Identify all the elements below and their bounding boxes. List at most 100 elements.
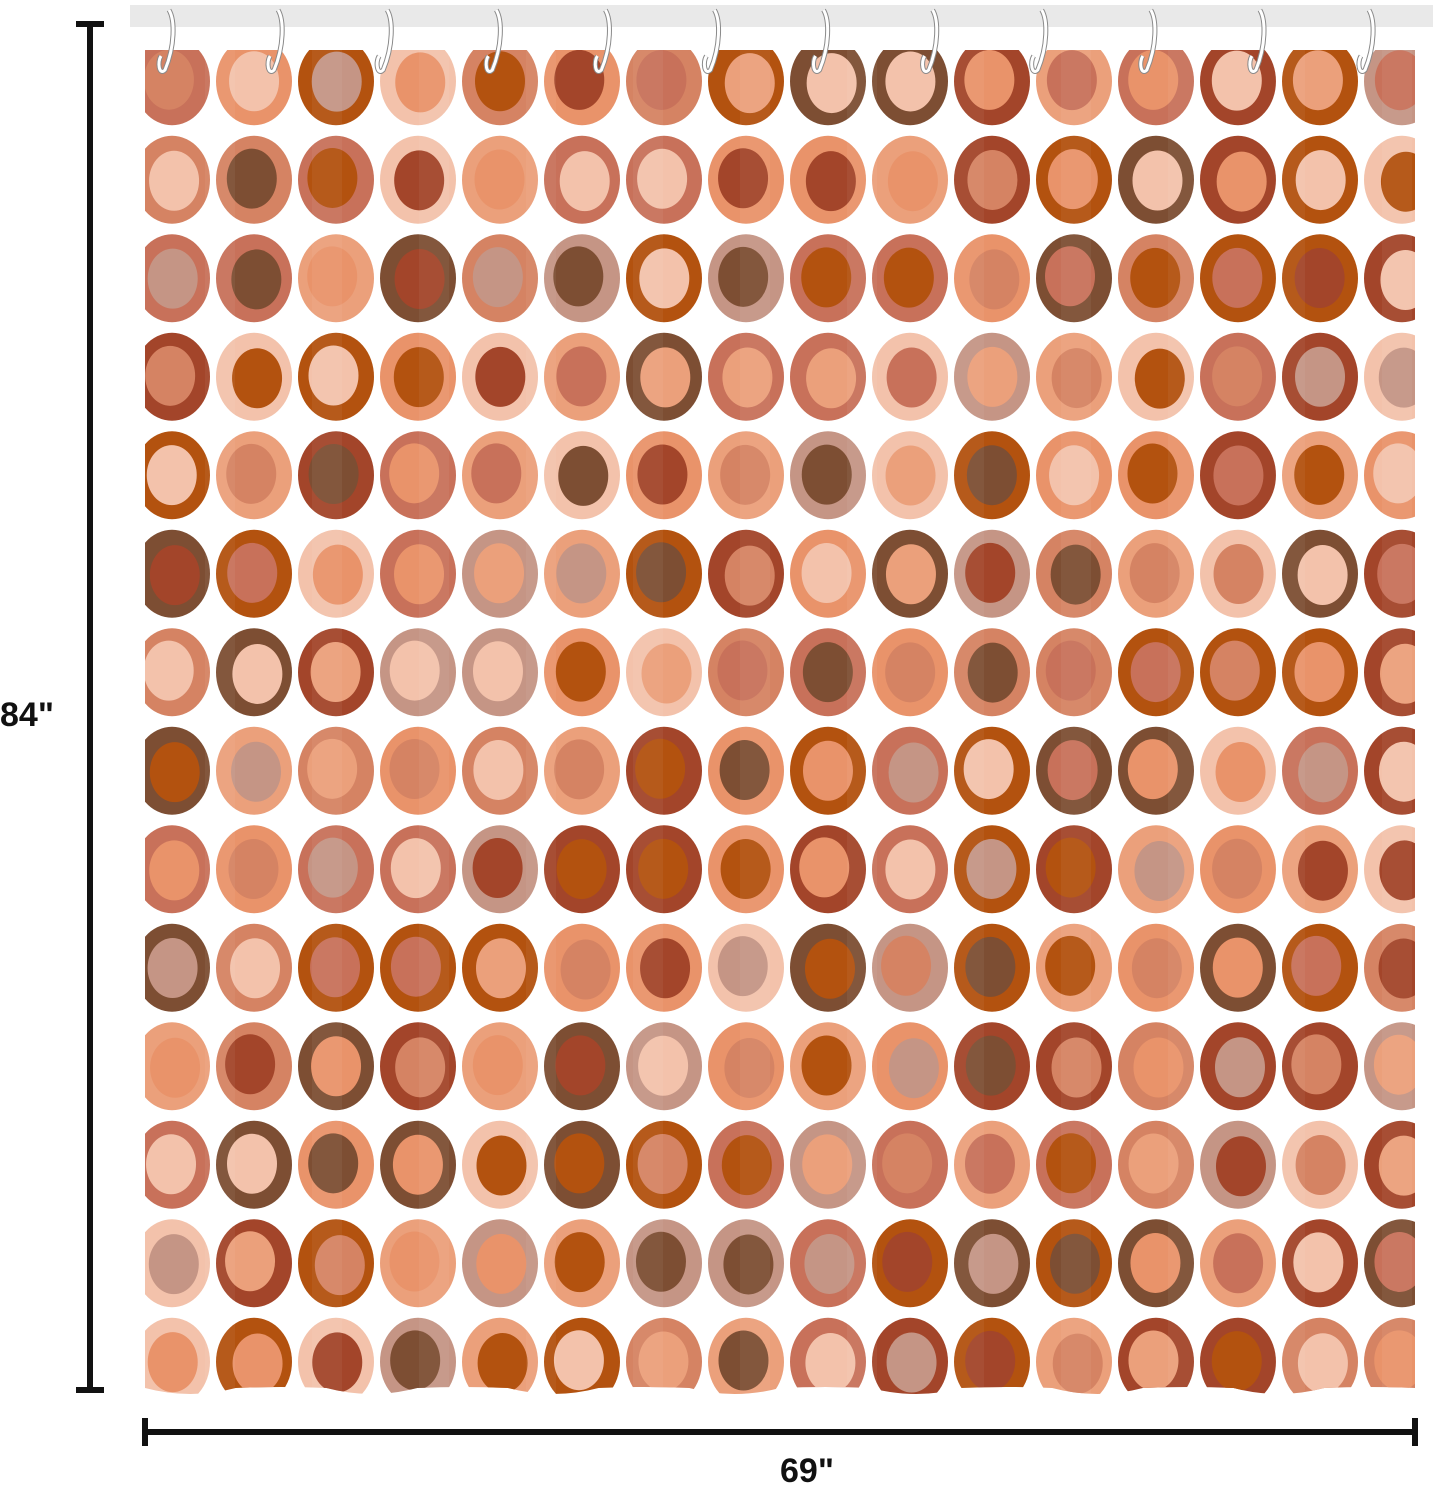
pattern-ring-inner bbox=[149, 545, 200, 606]
pattern-ring-inner bbox=[887, 151, 938, 212]
pattern-ring-inner bbox=[1297, 545, 1348, 606]
pattern-ring-inner bbox=[638, 838, 689, 899]
pattern-ring-inner bbox=[473, 739, 524, 800]
pattern-ring-inner bbox=[389, 1231, 440, 1292]
fabric-fold-highlight bbox=[526, 50, 556, 1394]
pattern-ring-inner bbox=[1216, 151, 1267, 212]
pattern-ring-inner bbox=[717, 640, 768, 701]
pattern-ring-inner bbox=[308, 1133, 359, 1194]
pattern-ring-inner bbox=[724, 545, 775, 606]
pattern-ring-inner bbox=[476, 1233, 527, 1294]
pattern-ring-inner bbox=[640, 347, 691, 408]
pattern-ring-inner bbox=[722, 347, 773, 408]
dimension-lines bbox=[76, 21, 1418, 1446]
pattern-ring-inner bbox=[635, 1231, 686, 1292]
pattern-ring-inner bbox=[225, 1034, 276, 1095]
pattern-ring-inner bbox=[1045, 837, 1096, 898]
fabric-fold-highlight bbox=[419, 50, 449, 1394]
pattern-ring-inner bbox=[636, 542, 687, 603]
pattern-ring-inner bbox=[147, 938, 198, 999]
pattern-ring-inner bbox=[1379, 840, 1415, 901]
pattern-ring-inner bbox=[1127, 739, 1178, 800]
pattern-ring-inner bbox=[1049, 445, 1100, 506]
pattern-ring-inner bbox=[393, 347, 444, 408]
pattern-ring-inner bbox=[307, 738, 358, 799]
pattern-ring-inner bbox=[308, 345, 359, 406]
pattern-ring-inner bbox=[311, 51, 362, 112]
pattern-ring-inner bbox=[475, 938, 526, 999]
pattern-ring-inner bbox=[307, 246, 358, 307]
pattern-ring-inner bbox=[1211, 1331, 1262, 1392]
pattern-ring-inner bbox=[885, 839, 936, 900]
pattern-ring-inner bbox=[965, 936, 1016, 997]
pattern-ring-inner bbox=[1215, 742, 1266, 803]
pattern-ring-inner bbox=[718, 246, 769, 307]
pattern-ring-inner bbox=[556, 543, 607, 604]
pattern-ring-inner bbox=[969, 249, 1020, 310]
pattern-ring-inner bbox=[965, 1035, 1016, 1096]
pattern-ring-inner bbox=[231, 249, 282, 310]
pattern-ring-inner bbox=[724, 1037, 775, 1098]
pattern-ring-inner bbox=[1131, 938, 1182, 999]
pattern-ring-inner bbox=[1212, 247, 1263, 308]
pattern-ring-inner bbox=[474, 51, 525, 112]
pattern-ring-inner bbox=[307, 837, 358, 898]
pattern-ring-inner bbox=[471, 443, 522, 504]
pattern-ring-inner bbox=[1211, 50, 1262, 111]
pattern-ring-inner bbox=[392, 1134, 443, 1195]
pattern-ring-inner bbox=[556, 839, 607, 900]
pattern-ring-inner bbox=[640, 938, 691, 999]
pattern-ring-inner bbox=[1297, 840, 1348, 901]
pattern-ring-inner bbox=[472, 247, 523, 308]
pattern-ring-inner bbox=[554, 739, 605, 800]
pattern-ring-inner bbox=[1045, 640, 1096, 701]
pattern-ring-inner bbox=[310, 642, 361, 703]
pattern-ring-inner bbox=[1130, 642, 1181, 703]
pattern-ring-inner bbox=[1052, 1333, 1103, 1394]
pattern-ring-inner bbox=[1049, 1233, 1100, 1294]
curtain-hooks bbox=[156, 8, 1376, 74]
fabric-fold-highlight bbox=[1061, 50, 1091, 1394]
pattern-ring-inner bbox=[886, 1332, 937, 1393]
pattern-ring-inner bbox=[1045, 1133, 1096, 1194]
curtain-hook bbox=[1357, 9, 1375, 73]
pattern-ring-inner bbox=[1373, 1034, 1415, 1095]
pattern-ring-inner bbox=[556, 346, 607, 407]
pattern-ring-inner bbox=[1209, 640, 1260, 701]
pattern-ring-inner bbox=[476, 1135, 527, 1196]
pattern-ring-inner bbox=[799, 837, 850, 898]
pattern-ring-inner bbox=[720, 839, 771, 900]
pattern-ring-inner bbox=[1046, 50, 1097, 111]
pattern-ring-inner bbox=[150, 1037, 201, 1098]
pattern-ring-inner bbox=[555, 641, 606, 702]
pattern-ring-inner bbox=[390, 838, 441, 899]
pattern-ring-inner bbox=[965, 1330, 1016, 1391]
pattern-ring-inner bbox=[148, 1234, 199, 1295]
pattern-ring-inner bbox=[967, 149, 1018, 210]
pattern-ring-inner bbox=[314, 1235, 365, 1296]
pattern-ring-inner bbox=[1380, 151, 1415, 212]
pattern-ring-inner bbox=[1051, 1037, 1102, 1098]
pattern-ring-inner bbox=[965, 542, 1016, 603]
pattern-ring-inner bbox=[1297, 1333, 1348, 1394]
pattern-ring-inner bbox=[882, 1231, 933, 1292]
pattern-ring-inner bbox=[1214, 1037, 1265, 1098]
pattern-ring-inner bbox=[1378, 1135, 1415, 1196]
fabric-fold-highlight bbox=[1275, 50, 1305, 1394]
pattern-ring-inner bbox=[553, 246, 604, 307]
pattern-ring-inner bbox=[474, 543, 525, 604]
pattern-ring-inner bbox=[885, 642, 936, 703]
pattern-ring-inner bbox=[555, 1035, 606, 1096]
pattern-ring-inner bbox=[389, 739, 440, 800]
pattern-ring-inner bbox=[637, 148, 688, 209]
curtain-hook bbox=[811, 9, 830, 73]
pattern-ring-inner bbox=[637, 1134, 688, 1195]
curtain-hook bbox=[1139, 9, 1157, 73]
shower-rod bbox=[130, 5, 1433, 27]
pattern-ring-inner bbox=[1129, 543, 1180, 604]
pattern-ring-inner bbox=[801, 444, 852, 505]
pattern-ring-inner bbox=[1213, 1233, 1264, 1294]
pattern-ring-inner bbox=[1292, 50, 1343, 111]
fabric-fold-highlight bbox=[954, 50, 984, 1394]
